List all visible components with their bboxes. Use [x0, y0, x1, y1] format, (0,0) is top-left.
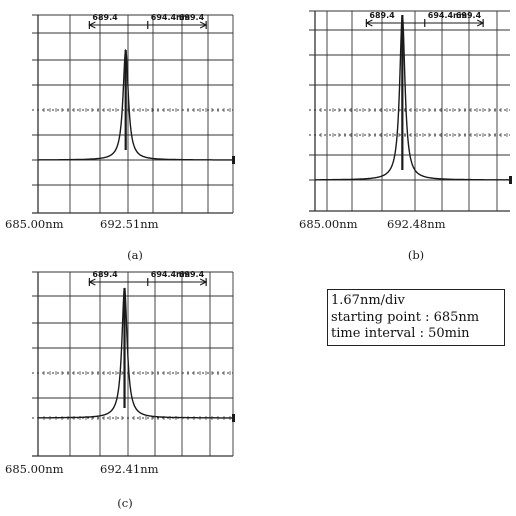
scale-text: 1.67nm/div: [331, 293, 405, 308]
panel-b-start-label: 685.00nm: [299, 217, 358, 231]
panel-a-start-label: 685.00nm: [5, 217, 64, 231]
panel-a-caption: (a): [127, 248, 143, 262]
bracket-label: 694.4nm: [151, 270, 190, 279]
bracket-arrow-right: [199, 21, 208, 29]
bracket-label: 689.4: [369, 11, 395, 20]
bracket-arrow-right: [199, 278, 208, 286]
bracket-label: 699.4: [456, 11, 482, 20]
bracket-label: 694.4nm: [428, 11, 467, 20]
bracket-arrow-left: [88, 21, 96, 29]
bracket-arrow-left: [88, 278, 96, 286]
legend-info-box: 1.67nm/div starting point : 685nm time i…: [327, 289, 505, 346]
time-interval-text: time interval : 50min: [331, 326, 470, 341]
starting-point-text: starting point : 685nm: [331, 309, 480, 325]
panel-b-caption: (b): [407, 248, 425, 262]
baseline-marker: [232, 414, 235, 422]
panel-c-caption: (c): [117, 496, 133, 510]
bracket-arrow-right: [476, 19, 485, 27]
panel-b-peak-label: 692.48nm: [387, 217, 446, 231]
panel-c-peak-label: 692.41nm: [100, 462, 159, 476]
spectrum-trace: [38, 48, 233, 161]
bracket-arrow-left: [365, 19, 373, 27]
spectrum-trace: [38, 287, 233, 419]
baseline-marker: [509, 176, 512, 184]
bracket-label: 699.4: [179, 13, 205, 22]
bracket-label: 689.4: [92, 270, 118, 279]
panel-c-start-label: 685.00nm: [5, 462, 64, 476]
spectrum-trace: [315, 15, 510, 181]
bracket-label: 689.4: [92, 13, 118, 22]
bracket-label: 694.4nm: [151, 13, 190, 22]
panel-a-peak-label: 692.51nm: [100, 217, 159, 231]
baseline-marker: [232, 156, 235, 164]
bracket-label: 699.4: [179, 270, 205, 279]
